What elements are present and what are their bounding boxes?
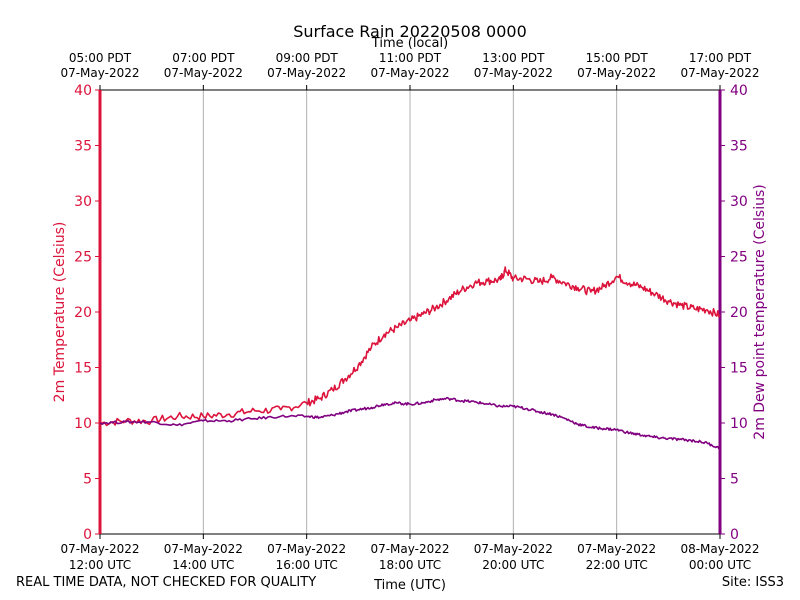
top-tick-date-1: 07-May-2022 — [164, 66, 243, 80]
top-tick-date-4: 07-May-2022 — [474, 66, 553, 80]
top-tick-time-2: 09:00 PDT — [276, 51, 339, 65]
series-line-temperature — [99, 266, 721, 427]
series-line-dewpoint — [99, 396, 721, 450]
top-tick-time-5: 15:00 PDT — [586, 51, 649, 65]
right-tick-label-3: 15 — [730, 361, 748, 377]
bottom-tick-date-6: 08-May-2022 — [680, 542, 759, 556]
left-tick-label-1: 5 — [83, 472, 92, 488]
bottom-tick-time-6: 00:00 UTC — [689, 558, 751, 572]
right-tick-label-4: 20 — [730, 305, 748, 321]
top-tick-time-0: 05:00 PDT — [69, 51, 132, 65]
bottom-tick-date-5: 07-May-2022 — [577, 542, 656, 556]
top-tick-time-6: 17:00 PDT — [689, 51, 752, 65]
bottom-tick-time-3: 18:00 UTC — [379, 558, 441, 572]
bottom-tick-time-2: 16:00 UTC — [276, 558, 338, 572]
bottom-tick-time-4: 20:00 UTC — [482, 558, 544, 572]
right-tick-label-2: 10 — [730, 416, 748, 432]
top-axis-label: Time (local) — [371, 36, 448, 51]
top-tick-time-4: 13:00 PDT — [482, 51, 545, 65]
right-tick-label-5: 25 — [730, 250, 748, 266]
top-tick-time-3: 11:00 PDT — [379, 51, 442, 65]
left-tick-label-4: 20 — [74, 305, 92, 321]
top-tick-date-5: 07-May-2022 — [577, 66, 656, 80]
left-tick-label-7: 35 — [74, 139, 92, 155]
bottom-tick-time-0: 12:00 UTC — [69, 558, 131, 572]
right-tick-label-6: 30 — [730, 194, 748, 210]
right-tick-label-8: 40 — [730, 83, 748, 99]
bottom-tick-time-1: 14:00 UTC — [172, 558, 234, 572]
right-tick-label-7: 35 — [730, 139, 748, 155]
bottom-tick-date-3: 07-May-2022 — [370, 542, 449, 556]
top-tick-date-6: 07-May-2022 — [680, 66, 759, 80]
left-tick-label-8: 40 — [74, 83, 92, 99]
left-tick-label-2: 10 — [74, 416, 92, 432]
right-tick-label-1: 5 — [730, 472, 739, 488]
top-tick-date-3: 07-May-2022 — [370, 66, 449, 80]
data-quality-note: REAL TIME DATA, NOT CHECKED FOR QUALITY — [16, 575, 317, 590]
y-axis-label-left: 2m Temperature (Celsius) — [52, 222, 68, 403]
y-axis-label-right: 2m Dew point temperature (Celsius) — [752, 184, 768, 439]
site-label: Site: ISS3 — [721, 575, 784, 590]
chart-title: Surface Rain 20220508 0000 — [293, 22, 527, 41]
right-tick-label-0: 0 — [730, 527, 739, 543]
bottom-tick-date-1: 07-May-2022 — [164, 542, 243, 556]
bottom-tick-date-4: 07-May-2022 — [474, 542, 553, 556]
bottom-tick-date-0: 07-May-2022 — [60, 542, 139, 556]
left-tick-label-5: 25 — [74, 250, 92, 266]
top-tick-date-0: 07-May-2022 — [60, 66, 139, 80]
left-tick-label-3: 15 — [74, 361, 92, 377]
x-axis-label: Time (UTC) — [373, 578, 446, 593]
top-tick-date-2: 07-May-2022 — [267, 66, 346, 80]
bottom-tick-date-2: 07-May-2022 — [267, 542, 346, 556]
bottom-tick-time-5: 22:00 UTC — [586, 558, 648, 572]
left-tick-label-6: 30 — [74, 194, 92, 210]
top-tick-time-1: 07:00 PDT — [172, 51, 235, 65]
left-tick-label-0: 0 — [83, 527, 92, 543]
